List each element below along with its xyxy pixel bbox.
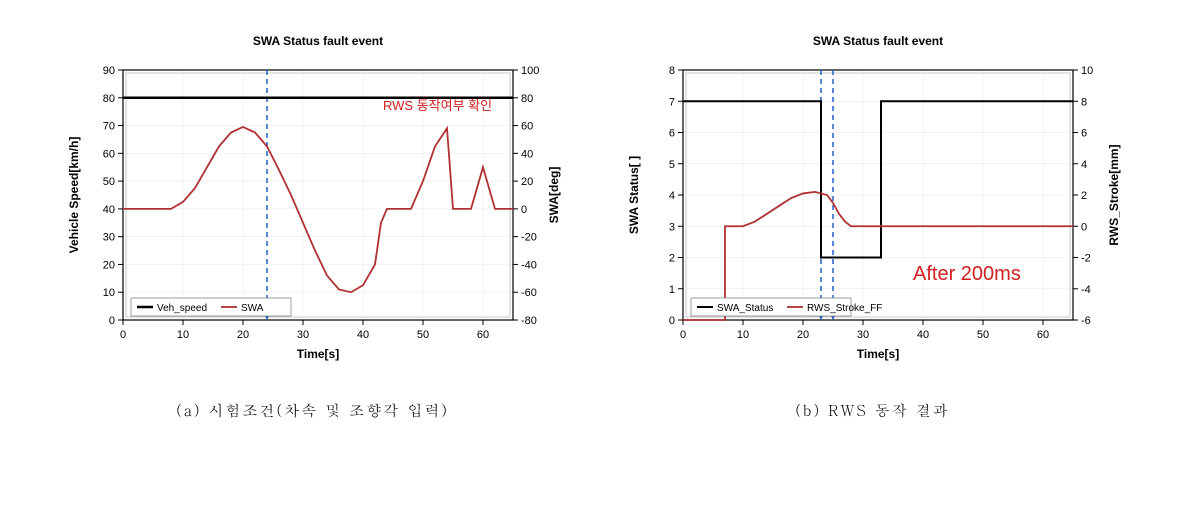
svg-text:20: 20: [102, 259, 114, 271]
svg-text:Time[s]: Time[s]: [296, 347, 338, 361]
svg-text:60: 60: [1036, 329, 1048, 341]
svg-text:40: 40: [521, 148, 533, 160]
svg-text:-60: -60: [521, 287, 537, 299]
svg-text:0: 0: [521, 204, 527, 216]
svg-text:Vehicle Speed[km/h]: Vehicle Speed[km/h]: [67, 137, 81, 254]
svg-text:3: 3: [668, 221, 674, 233]
svg-text:20: 20: [236, 329, 248, 341]
svg-text:After 200ms: After 200ms: [913, 263, 1021, 285]
svg-text:30: 30: [856, 329, 868, 341]
svg-text:40: 40: [102, 204, 114, 216]
panel-a: SWA Status fault event 0 10 20 30 40 50 60 0 10 20…: [53, 20, 573, 421]
svg-text:0: 0: [1081, 221, 1087, 233]
svg-text:6: 6: [1081, 128, 1087, 140]
svg-text:80: 80: [102, 93, 114, 105]
svg-text:50: 50: [976, 329, 988, 341]
svg-text:RWS_Stroke_FF: RWS_Stroke_FF: [807, 303, 882, 314]
panel-b: SWA Status fault event010203040506001234…: [613, 20, 1133, 421]
svg-text:RWS_Stroke[mm]: RWS_Stroke[mm]: [1107, 144, 1121, 245]
svg-text:-20: -20: [521, 232, 537, 244]
chart-b: SWA Status fault event010203040506001234…: [613, 20, 1133, 385]
svg-text:4: 4: [1081, 159, 1087, 171]
svg-text:-80: -80: [521, 315, 537, 327]
svg-text:7: 7: [668, 96, 674, 108]
svg-text:-40: -40: [521, 259, 537, 271]
svg-text:0: 0: [108, 315, 114, 327]
svg-text:SWA: SWA: [241, 303, 264, 314]
svg-text:10: 10: [736, 329, 748, 341]
svg-text:10: 10: [102, 287, 114, 299]
svg-text:RWS 동작여부 확인: RWS 동작여부 확인: [383, 98, 492, 113]
svg-text:10: 10: [176, 329, 188, 341]
svg-text:2: 2: [1081, 190, 1087, 202]
svg-text:1: 1: [668, 284, 674, 296]
svg-text:20: 20: [521, 176, 533, 188]
svg-text:100: 100: [521, 65, 539, 77]
svg-text:5: 5: [668, 159, 674, 171]
svg-text:Time[s]: Time[s]: [856, 347, 898, 361]
svg-text:SWA Status fault event: SWA Status fault event: [812, 34, 942, 48]
svg-text:0: 0: [679, 329, 685, 341]
svg-text:80: 80: [521, 93, 533, 105]
svg-text:2: 2: [668, 253, 674, 265]
svg-text:20: 20: [796, 329, 808, 341]
svg-text:-6: -6: [1081, 315, 1091, 327]
svg-text:-2: -2: [1081, 253, 1091, 265]
caption-b: (b) RWS 동작 결과: [795, 400, 950, 421]
svg-text:90: 90: [102, 65, 114, 77]
svg-text:SWA_Status: SWA_Status: [717, 303, 773, 314]
svg-text:40: 40: [916, 329, 928, 341]
svg-text:Veh_speed: Veh_speed: [157, 303, 207, 314]
caption-a: (a) 시험조건(차속 및 조향각 입력): [176, 400, 449, 421]
chart-a: SWA Status fault event 0 10 20 30 40 50 60 0 10 20…: [53, 20, 573, 385]
charts-container: SWA Status fault event010203040506001020…: [20, 20, 1165, 421]
svg-text:-4: -4: [1081, 284, 1091, 296]
svg-text:8: 8: [668, 65, 674, 77]
svg-text:SWA Status[ ]: SWA Status[ ]: [627, 156, 641, 234]
svg-text:60: 60: [521, 121, 533, 133]
svg-text:60: 60: [476, 329, 488, 341]
svg-text:0: 0: [668, 315, 674, 327]
svg-text:50: 50: [416, 329, 428, 341]
svg-text:SWA[deg]: SWA[deg]: [547, 167, 561, 224]
svg-text:70: 70: [102, 121, 114, 133]
svg-text:8: 8: [1081, 96, 1087, 108]
svg-text:30: 30: [296, 329, 308, 341]
svg-text:50: 50: [102, 176, 114, 188]
svg-text:10: 10: [1081, 65, 1093, 77]
svg-text:SWA Status fault event: SWA Status fault event: [252, 34, 382, 48]
svg-text:30: 30: [102, 232, 114, 244]
svg-text:4: 4: [668, 190, 674, 202]
svg-text:6: 6: [668, 128, 674, 140]
svg-text:0: 0: [119, 329, 125, 341]
svg-text:60: 60: [102, 148, 114, 160]
svg-text:40: 40: [356, 329, 368, 341]
